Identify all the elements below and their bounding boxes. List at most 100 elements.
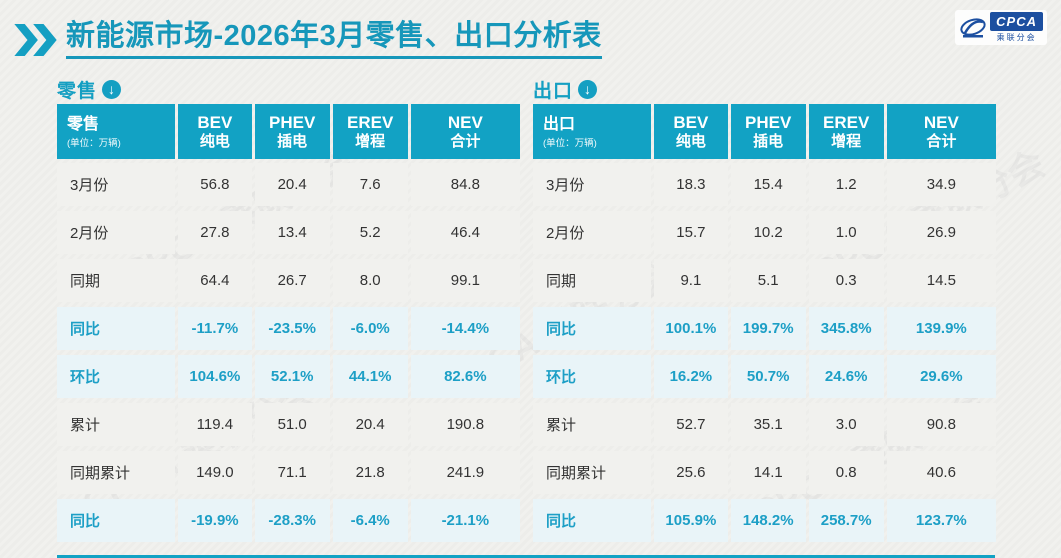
- cpca-logo-text: CPCA: [990, 12, 1043, 31]
- cell-value: 44.1%: [332, 355, 408, 398]
- row-label: 3月份: [57, 163, 176, 206]
- cell-value: 26.9: [886, 211, 996, 254]
- export-table-header: 出口 (单位：万辆) BEV 纯电 PHEV 插电 EREV 增程 NEV 合计: [533, 104, 996, 159]
- cell-value: 123.7%: [886, 499, 996, 542]
- cell-value: 139.9%: [886, 307, 996, 350]
- corner-header-cell: 零售 (单位：万辆): [57, 104, 176, 159]
- cell-value: 90.8: [886, 403, 996, 446]
- table-row: 同比 -19.9% -28.3% -6.4% -21.1%: [57, 499, 520, 542]
- export-table: 出口 (单位：万辆) BEV 纯电 PHEV 插电 EREV 增程 NEV 合计 3月份 18.…: [533, 104, 996, 542]
- row-label: 同期累计: [533, 451, 652, 494]
- cell-value: 20.4: [332, 403, 408, 446]
- cell-value: 7.6: [332, 163, 408, 206]
- cell-value: 20.4: [254, 163, 330, 206]
- row-label: 同期: [533, 259, 652, 302]
- cell-value: 50.7%: [730, 355, 806, 398]
- table-row: 同期 9.1 5.1 0.3 14.5: [533, 259, 996, 302]
- cell-value: 5.1: [730, 259, 806, 302]
- cell-value: 82.6%: [410, 355, 520, 398]
- cell-value: 10.2: [730, 211, 806, 254]
- row-label: 累计: [57, 403, 176, 446]
- export-section-label: 出口: [533, 80, 574, 102]
- cpca-logo: CPCA 乘联分会: [955, 10, 1047, 45]
- retail-table: 零售 (单位：万辆) BEV 纯电 PHEV 插电 EREV 增程 NEV 合计 3月份 56.…: [57, 104, 520, 542]
- table-row: 同期累计 25.6 14.1 0.8 40.6: [533, 451, 996, 494]
- export-section-head: 出口 ↓: [533, 76, 996, 102]
- cell-value: 21.8: [332, 451, 408, 494]
- corner-header-unit: (单位：万辆): [67, 137, 121, 149]
- table-row: 累计 119.4 51.0 20.4 190.8: [57, 403, 520, 446]
- cell-value: 56.8: [178, 163, 252, 206]
- corner-header-cell: 出口 (单位：万辆): [533, 104, 652, 159]
- row-label: 同比: [533, 499, 652, 542]
- row-label: 同比: [57, 307, 176, 350]
- cell-value: 35.1: [730, 403, 806, 446]
- cell-value: 3.0: [808, 403, 884, 446]
- table-row: 2月份 15.7 10.2 1.0 26.9: [533, 211, 996, 254]
- cell-value: 16.2%: [654, 355, 728, 398]
- cell-value: 13.4: [254, 211, 330, 254]
- cell-value: 14.1: [730, 451, 806, 494]
- row-label: 同比: [533, 307, 652, 350]
- table-row: 环比 104.6% 52.1% 44.1% 82.6%: [57, 355, 520, 398]
- column-header-cell: NEV 合计: [410, 104, 520, 159]
- cell-value: 0.8: [808, 451, 884, 494]
- row-label: 2月份: [533, 211, 652, 254]
- cell-value: -28.3%: [254, 499, 330, 542]
- cell-value: 105.9%: [654, 499, 728, 542]
- cell-value: 15.4: [730, 163, 806, 206]
- cell-value: 345.8%: [808, 307, 884, 350]
- corner-header-title: 出口: [543, 115, 576, 133]
- down-arrow-icon: ↓: [102, 79, 122, 99]
- cell-value: 119.4: [178, 403, 252, 446]
- corner-header-title: 零售: [67, 115, 100, 133]
- cell-value: -14.4%: [410, 307, 520, 350]
- cell-value: 46.4: [410, 211, 520, 254]
- cell-value: -23.5%: [254, 307, 330, 350]
- cell-value: 241.9: [410, 451, 520, 494]
- tables-area: 零售 ↓ 零售 (单位：万辆) BEV 纯电 PHEV 插电 EREV 增程 NEV 合计 3…: [57, 76, 996, 547]
- table-row: 同期累计 149.0 71.1 21.8 241.9: [57, 451, 520, 494]
- cell-value: -11.7%: [178, 307, 252, 350]
- cell-value: 34.9: [886, 163, 996, 206]
- retail-table-section: 零售 ↓ 零售 (单位：万辆) BEV 纯电 PHEV 插电 EREV 增程 NEV 合计 3…: [57, 76, 520, 547]
- column-header-cell: BEV 纯电: [654, 104, 728, 159]
- cell-value: -6.4%: [332, 499, 408, 542]
- row-label: 累计: [533, 403, 652, 446]
- title-bar: 新能源市场-2026年3月零售、出口分析表: [14, 20, 602, 60]
- export-table-body: 3月份 18.3 15.4 1.2 34.9 2月份 15.7 10.2 1.0 26.9 同期 9.…: [533, 163, 996, 542]
- down-arrow-icon: ↓: [578, 79, 598, 99]
- cell-value: 24.6%: [808, 355, 884, 398]
- cell-value: -6.0%: [332, 307, 408, 350]
- bottom-accent-strip: [57, 555, 995, 558]
- table-row: 3月份 56.8 20.4 7.6 84.8: [57, 163, 520, 206]
- row-label: 同期: [57, 259, 176, 302]
- cell-value: 1.0: [808, 211, 884, 254]
- cell-value: 40.6: [886, 451, 996, 494]
- row-label: 3月份: [533, 163, 652, 206]
- cell-value: -21.1%: [410, 499, 520, 542]
- retail-table-body: 3月份 56.8 20.4 7.6 84.8 2月份 27.8 13.4 5.2 46.4 同期 64…: [57, 163, 520, 542]
- table-row: 同比 100.1% 199.7% 345.8% 139.9%: [533, 307, 996, 350]
- column-header-cell: EREV 增程: [332, 104, 408, 159]
- cell-value: 148.2%: [730, 499, 806, 542]
- table-row: 同期 64.4 26.7 8.0 99.1: [57, 259, 520, 302]
- cell-value: 199.7%: [730, 307, 806, 350]
- cell-value: 64.4: [178, 259, 252, 302]
- table-row: 累计 52.7 35.1 3.0 90.8: [533, 403, 996, 446]
- column-header-cell: NEV 合计: [886, 104, 996, 159]
- export-table-section: 出口 ↓ 出口 (单位：万辆) BEV 纯电 PHEV 插电 EREV 增程 NEV 合计 3…: [533, 76, 996, 547]
- cell-value: 149.0: [178, 451, 252, 494]
- column-header-cell: PHEV 插电: [254, 104, 330, 159]
- page-title: 新能源市场-2026年3月零售、出口分析表: [66, 20, 602, 60]
- corner-header-unit: (单位：万辆): [543, 137, 597, 149]
- row-label: 环比: [533, 355, 652, 398]
- column-header-cell: EREV 增程: [808, 104, 884, 159]
- cell-value: 52.1%: [254, 355, 330, 398]
- cell-value: 0.3: [808, 259, 884, 302]
- cpca-logo-icon: [960, 17, 986, 37]
- row-label: 同比: [57, 499, 176, 542]
- retail-section-head: 零售 ↓: [57, 76, 520, 102]
- cell-value: 14.5: [886, 259, 996, 302]
- cpca-logo-subtext: 乘联分会: [996, 33, 1037, 42]
